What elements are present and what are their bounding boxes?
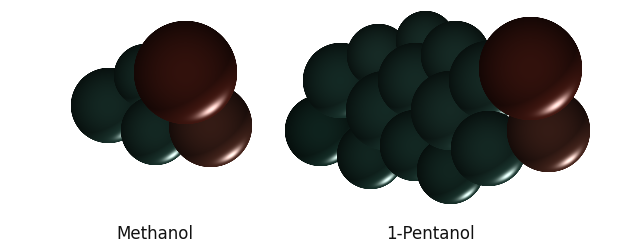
Text: Methanol: Methanol [117, 225, 193, 243]
Text: 1-Pentanol: 1-Pentanol [386, 225, 474, 243]
